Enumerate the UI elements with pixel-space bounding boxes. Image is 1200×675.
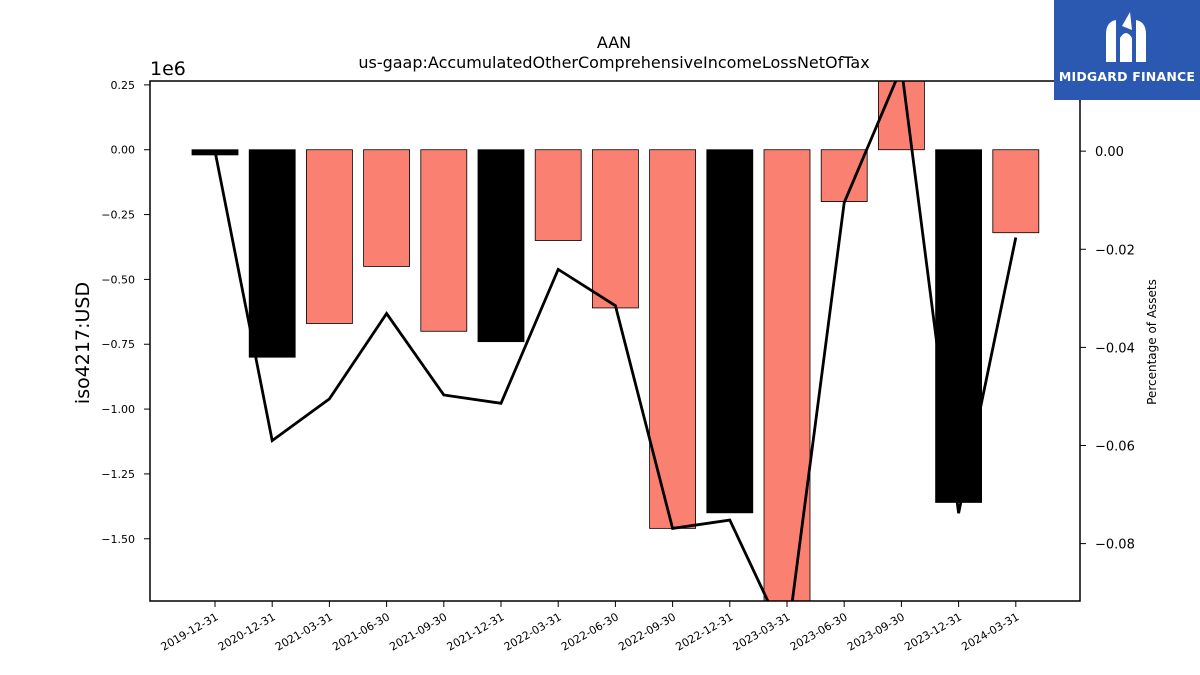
x-tick-label: 2023-03-31 [731,610,793,653]
bar-2023-03-31 [763,149,811,601]
chart-title: AAN [597,33,631,52]
y-tick-label: −1.00 [101,403,135,416]
x-tick-label: 2021-09-30 [387,610,449,653]
y2-tick-label: −0.08 [1095,538,1135,553]
bar-2020-12-31 [248,149,296,358]
x-tick-label: 2019-12-31 [159,610,221,653]
x-tick-label: 2024-03-31 [959,610,1021,653]
y-tick-label: −1.25 [101,468,135,481]
bar-2022-09-30 [649,149,696,529]
bar-2023-06-30 [820,149,868,202]
y-tick-label: −0.75 [101,338,135,351]
x-tick-label: 2021-12-31 [445,610,507,653]
logo-mark-icon [1106,12,1146,62]
logo: MIDGARD FINANCE [1054,0,1200,100]
y2-tick-label: 0.00 [1095,145,1124,160]
bar-2022-06-30 [592,149,639,309]
percentage-line [213,81,1018,601]
y2-axis-label: Percentage of Assets [1145,279,1159,405]
bar-group [191,81,1040,601]
y-tick-label: 0.00 [111,144,136,157]
bar-2023-12-31 [935,149,982,503]
x-tick-label: 2022-03-31 [502,610,564,653]
x-tick-label: 2022-09-30 [616,610,678,653]
x-tick-label: 2020-12-31 [216,610,278,653]
y2-axis: 0.00 −0.02 −0.04 −0.06 −0.08 [1080,145,1135,553]
y-axis-label: iso4217:USD [72,282,94,404]
y-offset-label: 1e6 [150,58,186,80]
bar-2022-12-31 [706,149,754,514]
bar-2021-03-31 [305,149,353,324]
y2-tick-label: −0.04 [1095,341,1135,356]
x-tick-label: 2022-06-30 [559,610,621,653]
x-tick-label: 2021-03-31 [273,610,335,653]
logo-text: MIDGARD FINANCE [1058,69,1196,84]
y-tick-label: 0.25 [111,79,136,92]
y-tick-label: −0.25 [101,209,135,222]
y-tick-label: −1.50 [101,533,135,546]
y2-tick-label: −0.02 [1095,243,1135,258]
bar-2022-03-31 [534,149,582,241]
x-tick-label: 2021-06-30 [330,610,392,653]
y2-tick-label: −0.06 [1095,439,1135,454]
x-tick-label: 2023-12-31 [902,610,964,653]
chart-subtitle: us-gaap:AccumulatedOtherComprehensiveInc… [358,53,869,72]
bar-2024-03-31 [992,149,1040,234]
bar-2021-09-30 [420,149,468,332]
line-group [213,81,1018,601]
y-axis: 0.25 0.00 −0.25 −0.50 −0.75 −1.00 −1.25 −1.50 [101,79,150,546]
bar-2023-09-30 [878,81,925,151]
x-tick-label: 2023-09-30 [845,610,907,653]
bar-2021-06-30 [363,149,411,267]
x-tick-label: 2022-12-31 [673,610,735,653]
y-tick-label: −0.50 [101,273,135,286]
x-tick-label: 2023-06-30 [788,610,850,653]
bar-2021-12-31 [477,149,525,343]
x-axis: 2019-12-312020-12-312021-03-312021-06-30… [159,601,1021,654]
